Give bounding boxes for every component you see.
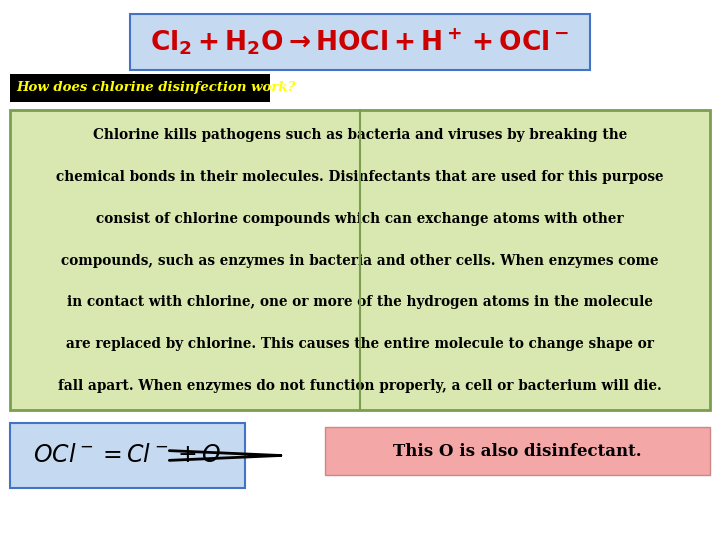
FancyBboxPatch shape [325, 427, 710, 475]
Text: $OCl^- = Cl^- + O$: $OCl^- = Cl^- + O$ [33, 443, 222, 468]
FancyBboxPatch shape [10, 423, 245, 488]
Text: fall apart. When enzymes do not function properly, a cell or bacterium will die.: fall apart. When enzymes do not function… [58, 379, 662, 393]
Text: Chlorine kills pathogens such as bacteria and viruses by breaking the: Chlorine kills pathogens such as bacteri… [93, 128, 627, 142]
FancyBboxPatch shape [10, 74, 270, 102]
FancyBboxPatch shape [130, 14, 590, 70]
Text: are replaced by chlorine. This causes the entire molecule to change shape or: are replaced by chlorine. This causes th… [66, 338, 654, 351]
Text: This O is also disinfectant.: This O is also disinfectant. [393, 442, 642, 460]
Text: consist of chlorine compounds which can exchange atoms with other: consist of chlorine compounds which can … [96, 212, 624, 226]
FancyBboxPatch shape [10, 110, 710, 410]
Text: How does chlorine disinfection work?: How does chlorine disinfection work? [16, 82, 295, 94]
Text: $\mathbf{Cl_2 + H_2O}$$\mathbf{\rightarrow}$$\mathbf{HOCl + H^+ + OCl^-}$: $\mathbf{Cl_2 + H_2O}$$\mathbf{\rightarr… [150, 26, 570, 57]
Text: compounds, such as enzymes in bacteria and other cells. When enzymes come: compounds, such as enzymes in bacteria a… [61, 254, 659, 267]
Text: in contact with chlorine, one or more of the hydrogen atoms in the molecule: in contact with chlorine, one or more of… [67, 295, 653, 309]
Text: chemical bonds in their molecules. Disinfectants that are used for this purpose: chemical bonds in their molecules. Disin… [56, 170, 664, 184]
